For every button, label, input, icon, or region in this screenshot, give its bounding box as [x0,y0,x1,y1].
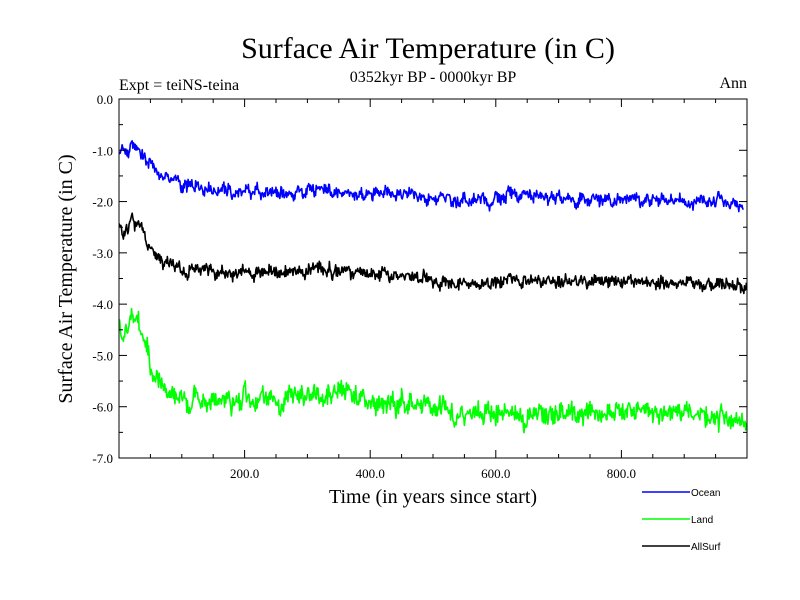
series-layer [119,140,747,434]
y-tick-label: 0.0 [97,92,113,107]
x-tick-label: 400.0 [356,466,385,481]
x-tick-label: 800.0 [607,466,636,481]
legend: Ocean Land AllSurf [642,488,721,553]
series-line-land [119,307,747,434]
chart-subtitle: 0352kyr BP - 0000kyr BP [350,69,517,86]
season-label: Ann [719,75,747,92]
y-axis: 0.0 -1.0 -2.0 -3.0 -4.0 -5.0 -6.0 -7.0 [92,92,747,466]
y-axis-label: Surface Air Temperature (in C) [55,154,77,403]
y-tick-label: -1.0 [92,143,113,158]
y-tick-label: -2.0 [92,195,113,210]
x-axis: 200.0 400.0 600.0 800.0 [149,99,717,481]
y-tick-label: -5.0 [92,348,113,363]
x-axis-label: Time (in years since start) [329,486,537,508]
series-line-ocean [119,140,744,213]
x-tick-label: 600.0 [481,466,510,481]
legend-label-ocean: Ocean [691,488,720,499]
y-tick-label: -4.0 [92,297,113,312]
legend-label-allsurf: AllSurf [691,542,721,553]
y-tick-label: -3.0 [92,246,113,261]
chart-title: Surface Air Temperature (in C) [241,32,615,65]
y-tick-label: -6.0 [92,400,113,415]
experiment-label: Expt = teiNS-teina [119,77,239,94]
series-line-allsurf [119,212,747,295]
plot-frame [118,98,748,459]
x-tick-label: 200.0 [230,466,259,481]
y-tick-label: -7.0 [92,451,113,466]
legend-label-land: Land [691,515,713,526]
